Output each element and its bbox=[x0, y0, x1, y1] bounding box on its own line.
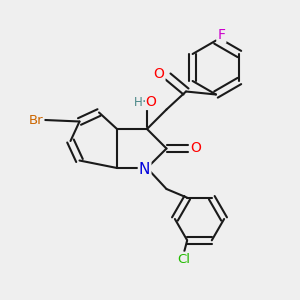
Text: Br: Br bbox=[29, 113, 43, 127]
Text: H: H bbox=[134, 95, 143, 109]
Text: O: O bbox=[146, 95, 156, 109]
Text: O: O bbox=[190, 142, 201, 155]
Text: F: F bbox=[218, 28, 225, 42]
Text: Cl: Cl bbox=[178, 253, 191, 266]
Text: ·: · bbox=[142, 95, 146, 109]
Text: O: O bbox=[154, 67, 164, 80]
Text: N: N bbox=[139, 162, 150, 177]
